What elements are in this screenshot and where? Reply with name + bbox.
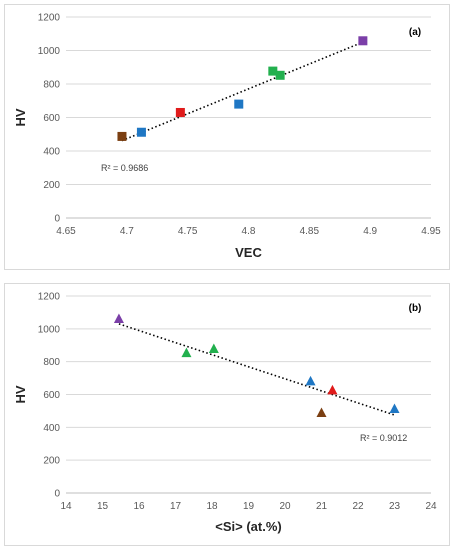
- x-tick-label: 19: [243, 501, 255, 512]
- data-point-square: [117, 131, 127, 141]
- x-tick-label: 15: [97, 501, 109, 512]
- data-point-triangle: [316, 407, 327, 418]
- data-point-triangle: [389, 403, 400, 413]
- x-tick-label: 18: [206, 501, 218, 512]
- chart-panel-b: 0 200 400 600 800 1000 1200 14 15 16 17 18 19 20 21 22 2…: [4, 283, 450, 546]
- r-squared-label: R² = 0.9686: [101, 163, 148, 173]
- y-tick-label: 200: [43, 180, 60, 191]
- trendline: [121, 41, 364, 142]
- r-squared-label: R² = 0.9012: [360, 433, 407, 443]
- scatter-chart-vec-hv: 0 200 400 600 800 1000 1200 4.65 4.7 4.75 4.8 4.85 4…: [13, 13, 441, 261]
- x-tick-label: 4.7: [120, 226, 134, 237]
- y-tick-label: 200: [43, 456, 60, 467]
- x-tick-label: 20: [279, 501, 291, 512]
- x-tick-label: 17: [170, 501, 182, 512]
- x-tick-label: 21: [316, 501, 328, 512]
- data-point-square: [136, 127, 146, 137]
- panel-label: (b): [409, 303, 422, 314]
- y-tick-label: 600: [43, 390, 60, 401]
- x-tick-label: 23: [389, 501, 401, 512]
- y-tick-label: 1200: [38, 13, 61, 24]
- x-tick-label: 4.8: [242, 226, 256, 237]
- x-tick-label: 4.9: [363, 226, 377, 237]
- y-tick-label: 400: [43, 147, 60, 158]
- x-tick-label: 16: [133, 501, 145, 512]
- y-axis-title: HV: [13, 385, 28, 403]
- x-tick-label: 4.95: [421, 226, 441, 237]
- x-axis-title: <Si> (at.%): [215, 519, 281, 534]
- x-tick-label: 4.75: [178, 226, 198, 237]
- x-tick-label: 4.65: [56, 226, 76, 237]
- y-tick-label: 0: [54, 489, 60, 500]
- data-point-triangle: [208, 343, 219, 354]
- data-point-triangle: [305, 375, 316, 386]
- x-axis-title: VEC: [235, 245, 262, 260]
- data-point-triangle: [181, 347, 192, 358]
- panel-label: (a): [409, 27, 421, 38]
- x-tick-label: 22: [352, 501, 364, 512]
- data-point-triangle: [113, 313, 124, 323]
- y-tick-label: 1000: [38, 324, 61, 335]
- data-point-square: [268, 66, 278, 76]
- y-tick-label: 0: [54, 214, 60, 225]
- data-point-square: [358, 36, 368, 46]
- data-point-square: [175, 107, 185, 117]
- x-tick-label: 14: [60, 501, 72, 512]
- data-point-triangle: [327, 384, 338, 395]
- y-tick-label: 800: [43, 357, 60, 368]
- x-tick-label: 4.85: [300, 226, 320, 237]
- y-tick-label: 600: [43, 113, 60, 124]
- y-tick-label: 800: [43, 80, 60, 91]
- y-axis-title: HV: [13, 108, 28, 126]
- chart-panel-a: 0 200 400 600 800 1000 1200 4.65 4.7 4.75 4.8 4.85 4…: [4, 4, 450, 270]
- scatter-chart-si-hv: 0 200 400 600 800 1000 1200 14 15 16 17 18 19 20 21 22 2…: [13, 292, 437, 535]
- x-tick-label: 24: [425, 501, 437, 512]
- y-tick-label: 400: [43, 423, 60, 434]
- data-point-square: [234, 99, 244, 109]
- y-tick-label: 1000: [38, 46, 61, 57]
- trendline: [118, 323, 395, 416]
- data-point-square: [275, 70, 285, 80]
- y-tick-label: 1200: [38, 292, 61, 303]
